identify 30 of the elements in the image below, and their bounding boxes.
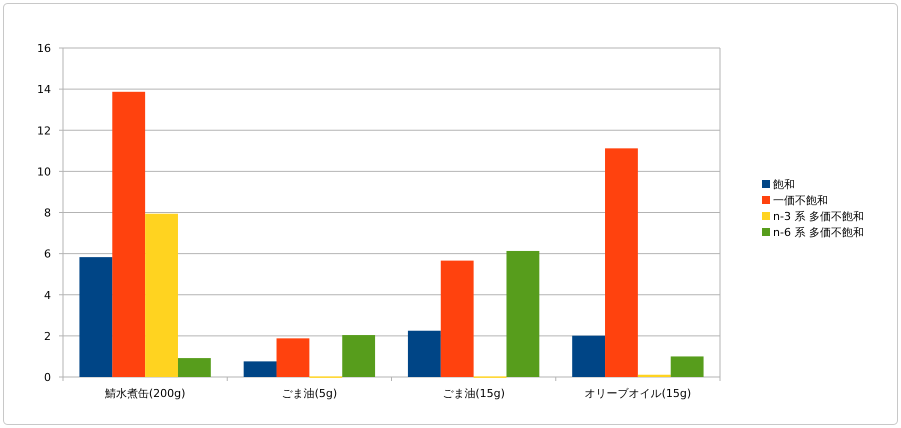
y-tick-label: 12 xyxy=(37,124,51,138)
x-tick-label: オリーブオイル(15g) xyxy=(584,387,692,400)
x-tick-label: ごま油(5g) xyxy=(282,387,338,400)
bar xyxy=(79,257,112,377)
bar xyxy=(342,335,376,377)
bar xyxy=(506,250,540,377)
bar xyxy=(408,330,441,377)
legend-label: n-6 系 多価不飽和 xyxy=(773,226,864,239)
y-tick-label: 16 xyxy=(37,42,51,55)
y-tick-label: 0 xyxy=(44,371,51,384)
y-tick-label: 14 xyxy=(37,83,51,96)
bar xyxy=(276,338,310,377)
bar xyxy=(112,92,146,377)
y-tick-label: 4 xyxy=(44,288,51,302)
x-tick-label: 鯖水煮缶(200g) xyxy=(104,387,186,400)
bar xyxy=(178,358,211,377)
y-tick-label: 10 xyxy=(37,165,51,178)
legend-label: n-3 系 多価不飽和 xyxy=(773,210,864,223)
x-tick-label: ごま油(15g) xyxy=(442,387,505,400)
legend-label: 飽和 xyxy=(773,178,795,191)
bar xyxy=(244,361,277,377)
y-tick-label: 8 xyxy=(44,206,51,220)
bar xyxy=(670,356,704,377)
y-tick-label: 6 xyxy=(44,248,51,261)
bar xyxy=(572,336,606,377)
bar xyxy=(440,260,474,377)
bar xyxy=(145,214,178,377)
legend-label: 一価不飽和 xyxy=(773,194,828,207)
bar xyxy=(605,148,638,377)
y-tick-label: 2 xyxy=(44,330,51,343)
